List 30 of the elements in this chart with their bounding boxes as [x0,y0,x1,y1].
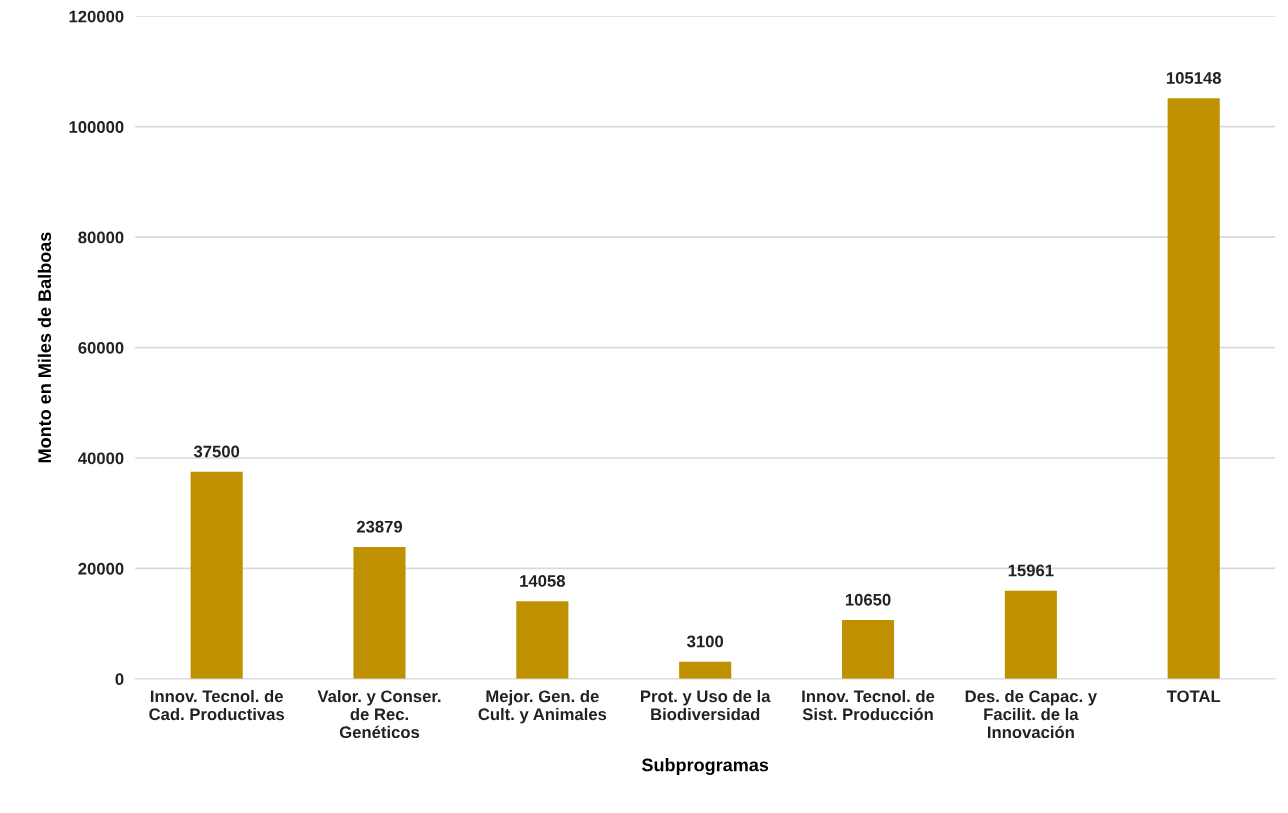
x-tick-label: Des. de Capac. y Facilit. de la Innovación [965,689,1098,739]
data-label: 15961 [1008,564,1054,577]
y-tick-label: 100000 [69,121,124,133]
y-tick-label: 40000 [78,452,124,465]
data-label: 3100 [687,635,724,648]
data-label: 10650 [845,593,891,606]
x-tick-label: Innov. Tecnol. de Cad. Productivas [149,689,285,721]
x-tick-label: Mejor. Gen. de Cult. y Animales [478,689,607,724]
y-tick-label: 60000 [78,341,124,354]
y-tick-label: 0 [115,673,124,686]
bar [516,601,569,679]
y-axis-title: Monto en Miles de Balboas [37,232,52,463]
bar [679,661,732,679]
data-label: 14058 [520,575,565,587]
data-label: 37500 [193,445,240,458]
x-axis-title: Subprogramas [641,758,769,775]
bar [1167,98,1220,679]
data-label: 105148 [1166,72,1221,84]
y-tick-label: 80000 [78,231,124,244]
y-tick-label: 20000 [78,562,124,575]
x-tick-label: TOTAL [1166,690,1221,703]
x-tick-label: Innov. Tecnol. de Sist. Producción [802,689,935,721]
bar [353,547,406,679]
data-label: 23879 [356,520,403,533]
x-tick-label: Valor. y Conser. de Rec. Genéticos [317,689,441,739]
y-tick-label: 120000 [69,10,124,23]
bar [1004,590,1057,679]
x-tick-label: Prot. y Uso de la Biodiversidad [641,689,771,721]
bar [190,471,243,679]
bar [841,620,895,679]
